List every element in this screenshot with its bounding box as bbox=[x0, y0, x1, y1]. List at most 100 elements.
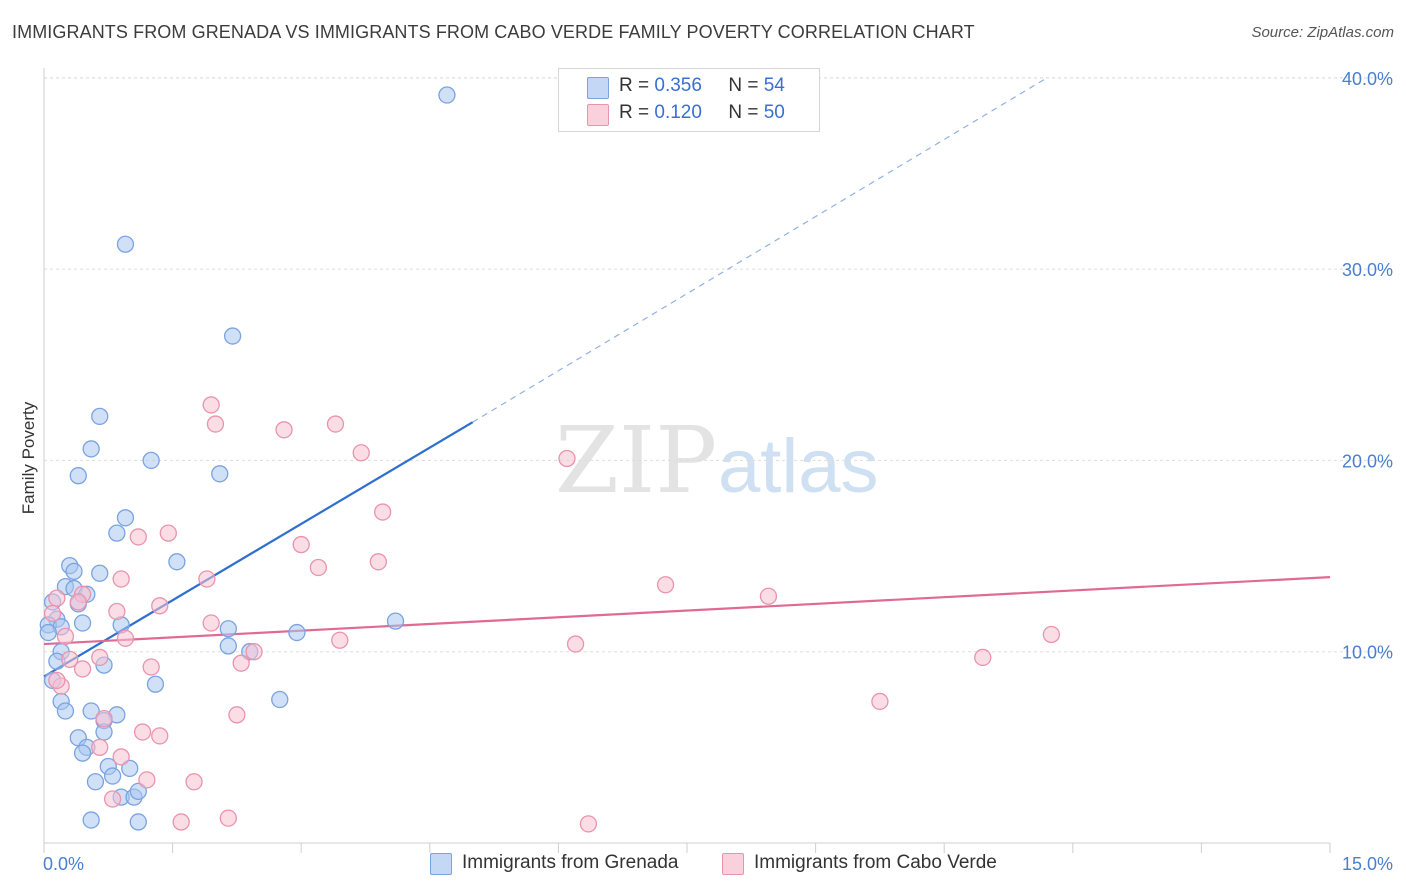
grenada-point bbox=[271, 690, 289, 709]
caboverde-point bbox=[759, 587, 778, 605]
grenada-trend-line bbox=[43, 421, 474, 678]
caboverde-point bbox=[116, 629, 135, 647]
grenada-point bbox=[288, 623, 306, 642]
legend-r-label: R = bbox=[619, 75, 650, 96]
caboverde-point bbox=[61, 650, 79, 669]
caboverde-point bbox=[373, 503, 392, 521]
grenada-point bbox=[146, 675, 165, 693]
caboverde-point bbox=[48, 589, 66, 607]
grid-lines bbox=[44, 77, 1392, 653]
caboverde-point bbox=[974, 648, 992, 667]
caboverde-point bbox=[202, 614, 220, 632]
grenada-point bbox=[223, 327, 242, 345]
caboverde-point bbox=[91, 648, 109, 667]
legend: R = 0.356 N = 54 R = 0.120 N = 50 bbox=[558, 68, 820, 132]
y-tick-label: 20.0% bbox=[1342, 451, 1393, 471]
caboverde-point bbox=[73, 660, 92, 678]
caboverde-point bbox=[159, 524, 177, 542]
legend-n-value-grenada: 54 bbox=[763, 75, 785, 96]
caboverde-point bbox=[871, 692, 889, 711]
grenada-point bbox=[91, 564, 109, 582]
caboverde-point bbox=[108, 602, 126, 621]
grenada-point bbox=[211, 465, 229, 483]
caboverde-point bbox=[369, 553, 388, 571]
caboverde-point bbox=[185, 773, 203, 791]
watermark-zip: ZIP bbox=[555, 407, 717, 514]
caboverde-point bbox=[43, 604, 62, 623]
grenada-point bbox=[129, 813, 147, 831]
caboverde-point bbox=[1042, 625, 1061, 644]
grenada-point bbox=[82, 440, 100, 458]
bottom-legend-swatch-grenada bbox=[430, 853, 452, 875]
grenada-point bbox=[65, 562, 83, 581]
grenada-point bbox=[108, 524, 126, 542]
caboverde-trend-line bbox=[43, 575, 1331, 646]
caboverde-point bbox=[91, 738, 109, 756]
grenada-point bbox=[69, 467, 87, 485]
caboverde-point bbox=[103, 790, 122, 808]
caboverde-point bbox=[142, 658, 160, 676]
grenada-point bbox=[219, 637, 237, 655]
grenada-point bbox=[73, 614, 92, 632]
caboverde-point bbox=[292, 535, 310, 554]
caboverde-point bbox=[151, 727, 169, 745]
caboverde-point bbox=[331, 631, 349, 649]
caboverde-point bbox=[309, 558, 327, 577]
legend-r-value-caboverde: 0.120 bbox=[654, 102, 702, 123]
caboverde-point bbox=[112, 748, 130, 766]
caboverde-point bbox=[245, 643, 263, 661]
caboverde-point bbox=[56, 627, 75, 646]
caboverde-point bbox=[656, 576, 675, 594]
grenada-point bbox=[82, 702, 100, 720]
bottom-legend-label-grenada: Immigrants from Grenada bbox=[462, 852, 679, 873]
legend-n-label: N = bbox=[728, 75, 759, 96]
caboverde-point bbox=[558, 449, 576, 468]
grenada-point bbox=[116, 235, 135, 253]
caboverde-point bbox=[219, 809, 237, 827]
tick-labels: 10.0% 20.0% 30.0% 40.0% 0.0% 15.0% bbox=[43, 69, 1393, 874]
data-points bbox=[39, 86, 1061, 833]
bottom-legend-label-caboverde: Immigrants from Cabo Verde bbox=[754, 852, 997, 873]
chart-title: IMMIGRANTS FROM GRENADA VS IMMIGRANTS FR… bbox=[12, 22, 975, 42]
x-tick-label: 15.0% bbox=[1342, 854, 1393, 874]
caboverde-point bbox=[198, 570, 216, 588]
watermark-atlas: atlas bbox=[718, 424, 879, 509]
y-axis-label: Family Poverty bbox=[19, 401, 38, 514]
trend-lines bbox=[43, 77, 1331, 678]
caboverde-point bbox=[172, 813, 190, 831]
grenada-point bbox=[121, 759, 139, 778]
grenada-point bbox=[386, 612, 405, 630]
grenada-point bbox=[142, 451, 160, 470]
legend-swatch-grenada bbox=[587, 77, 609, 99]
caboverde-point bbox=[48, 671, 66, 690]
caboverde-point bbox=[112, 570, 130, 588]
grenada-point bbox=[219, 620, 237, 638]
grenada-point bbox=[129, 782, 147, 800]
caboverde-point bbox=[138, 771, 156, 789]
grenada-point bbox=[168, 553, 186, 571]
grenada-point bbox=[116, 509, 135, 527]
caboverde-point bbox=[566, 635, 585, 653]
caboverde-point bbox=[232, 654, 250, 672]
legend-n-value-caboverde: 50 bbox=[763, 102, 785, 123]
grenada-trend-extension bbox=[472, 77, 1048, 423]
grenada-point bbox=[73, 744, 92, 762]
legend-r-value-grenada: 0.356 bbox=[654, 75, 702, 96]
caboverde-point bbox=[202, 396, 220, 414]
caboverde-point bbox=[69, 593, 87, 611]
bottom-legend-swatch-caboverde bbox=[722, 853, 744, 875]
grenada-point bbox=[82, 811, 100, 829]
caboverde-point bbox=[129, 528, 147, 546]
watermark: ZIP atlas bbox=[555, 407, 879, 514]
caboverde-point bbox=[579, 815, 598, 833]
source-label: Source: ZipAtlas.com bbox=[1251, 24, 1394, 41]
legend-r-label: R = bbox=[619, 102, 650, 123]
y-tick-label: 30.0% bbox=[1342, 260, 1393, 280]
caboverde-point bbox=[151, 597, 169, 615]
grenada-point bbox=[91, 407, 109, 426]
legend-n-label: N = bbox=[728, 102, 759, 123]
y-tick-label: 40.0% bbox=[1342, 69, 1393, 89]
grenada-point bbox=[438, 86, 456, 104]
y-tick-label: 10.0% bbox=[1342, 643, 1393, 663]
